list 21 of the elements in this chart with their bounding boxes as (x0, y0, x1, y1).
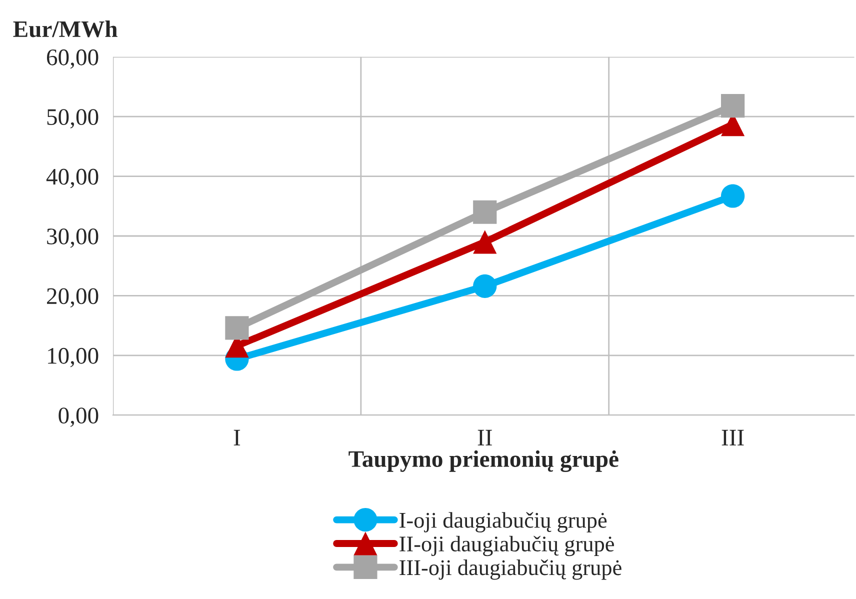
point (473, 230, 497, 254)
y-tick-label: 30,00 (47, 228, 98, 248)
y-axis-title: Eur/MWh (13, 20, 118, 38)
x-tick-label: II (478, 430, 492, 446)
point (225, 316, 249, 340)
legend-label: III-oji daugiabučių grupė (400, 560, 622, 580)
y-tick-label: 40,00 (46, 168, 98, 188)
y-tick-label: 0,00 (58, 408, 98, 427)
legend-label: II-oji daugiabučių grupė (400, 536, 614, 556)
point (721, 94, 745, 118)
point (721, 184, 745, 208)
legend-label: I-oji daugiabučių grupė (400, 512, 607, 532)
x-axis-title: Taupymo priemonių grupė (348, 450, 618, 472)
y-tick-label: 50,00 (47, 109, 98, 128)
x-tick-label: III (722, 430, 744, 446)
y-tick-label: 10,00 (48, 348, 98, 368)
y-tick-label: 20,00 (47, 288, 98, 308)
y-tick-label: 60,00 (46, 49, 98, 69)
x-tick-label: I (234, 430, 240, 446)
point (473, 200, 497, 224)
point (473, 274, 497, 298)
